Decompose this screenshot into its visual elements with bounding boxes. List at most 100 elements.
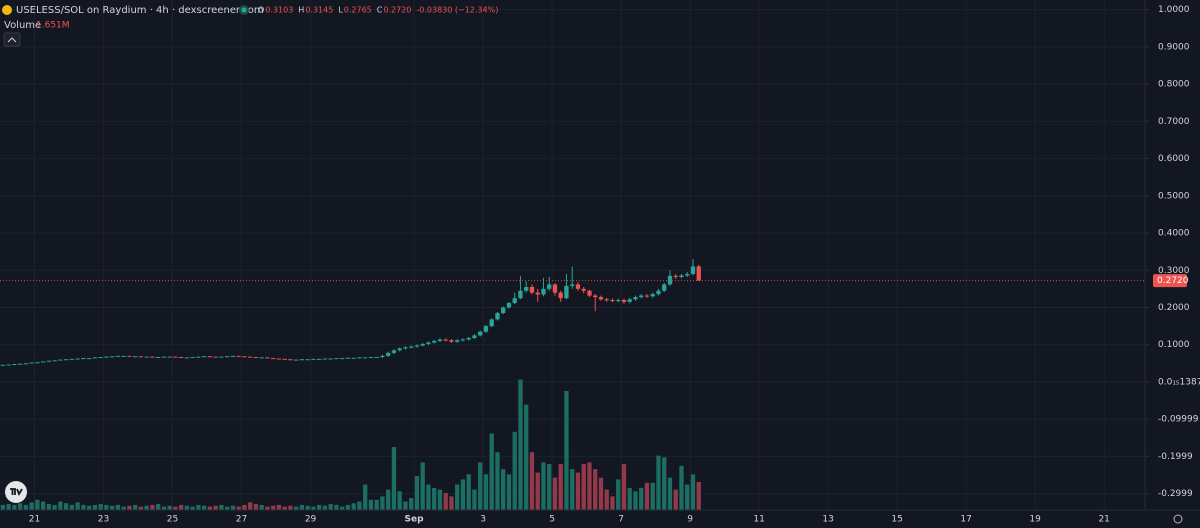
volume-bar xyxy=(288,505,293,510)
candle-body xyxy=(184,357,190,359)
candle-body xyxy=(644,295,650,297)
volume-bar xyxy=(248,502,253,510)
volume-bar xyxy=(190,506,195,510)
candle-body xyxy=(426,342,431,344)
candle-body xyxy=(368,357,374,358)
candle-body xyxy=(271,358,276,360)
candle-body xyxy=(161,356,167,358)
y-tick-label: 0.9000 xyxy=(1158,42,1190,52)
volume-bar xyxy=(334,504,339,510)
volume-bar xyxy=(184,505,190,510)
volume-bar xyxy=(265,506,270,510)
volume-bar xyxy=(541,462,546,510)
volume-bar xyxy=(127,505,132,510)
collapse-arrow xyxy=(7,37,17,43)
volume-bar xyxy=(202,505,207,510)
volume-bar xyxy=(685,484,690,510)
candle-body xyxy=(104,356,109,358)
candle-body xyxy=(667,275,673,285)
x-tick-label: 17 xyxy=(960,515,971,525)
volume-bar xyxy=(115,504,121,510)
candle-body xyxy=(466,338,471,340)
volume-bar xyxy=(506,474,512,510)
candle-body xyxy=(236,355,241,357)
volume-bar xyxy=(662,457,667,510)
volume-bar xyxy=(271,505,276,510)
candle-body xyxy=(374,357,379,358)
volume-bar xyxy=(621,464,627,510)
volume-bar xyxy=(368,499,374,510)
candle-body xyxy=(587,290,592,296)
volume-bar xyxy=(161,506,167,510)
volume-bar xyxy=(558,464,563,510)
x-tick-label: 9 xyxy=(687,515,693,525)
volume-title: Volume xyxy=(4,20,41,31)
volume-bar xyxy=(155,504,161,510)
ohlc-key: O xyxy=(258,6,264,15)
candle-body xyxy=(650,294,655,297)
volume-bar xyxy=(616,479,621,510)
volume-bar xyxy=(380,496,385,510)
candle-body xyxy=(259,357,264,359)
candle-body xyxy=(570,284,575,286)
volume-bar xyxy=(593,469,598,510)
y-tick-label: 0.7000 xyxy=(1158,117,1190,127)
volume-bar xyxy=(253,504,259,510)
volume-bar xyxy=(414,476,420,510)
candle-body xyxy=(317,358,322,360)
y-tick-label: -0.1999 xyxy=(1158,452,1193,462)
status-dot xyxy=(241,7,247,13)
volume-value: 1.651M xyxy=(36,21,70,31)
candle-body xyxy=(6,364,11,366)
candle-body xyxy=(501,307,506,314)
volume-bar xyxy=(483,474,489,510)
volume-bar xyxy=(104,504,109,510)
candle-body xyxy=(98,357,103,358)
collapse-button[interactable] xyxy=(3,32,21,47)
volume-bar xyxy=(644,482,650,510)
last-price-box xyxy=(1153,274,1187,288)
volume-bar xyxy=(196,504,201,510)
volume-bar xyxy=(633,491,638,510)
candle-body xyxy=(478,331,483,336)
x-tick-label: 11 xyxy=(753,515,764,525)
candle-body xyxy=(518,290,523,299)
ohlc-value: 0.3103 xyxy=(265,6,293,15)
candle-body xyxy=(144,356,149,358)
candle-body xyxy=(202,356,207,358)
volume-bar xyxy=(40,501,46,510)
volume-bar xyxy=(455,484,460,510)
volume-bar xyxy=(276,504,282,510)
volume-bar xyxy=(610,496,615,510)
candle-body xyxy=(276,358,282,360)
candle-body xyxy=(696,266,701,281)
volume-bar xyxy=(207,506,213,510)
volume-bar xyxy=(587,462,592,510)
volume-bar xyxy=(294,506,299,510)
volume-bar xyxy=(340,506,345,510)
volume-bar xyxy=(29,502,34,510)
tv-logo xyxy=(5,481,27,503)
candle-body xyxy=(541,288,546,295)
volume-bar xyxy=(564,391,569,510)
candle-body xyxy=(121,355,126,357)
volume-bar xyxy=(524,404,529,510)
settings-icon[interactable] xyxy=(1173,514,1183,524)
volume-bar xyxy=(12,504,17,510)
candle-body xyxy=(0,364,6,366)
volume-bar xyxy=(598,477,604,510)
candle-body xyxy=(294,359,299,361)
ohlc-value: 0.2765 xyxy=(344,6,372,15)
candle-body xyxy=(512,298,517,304)
candle-body xyxy=(248,356,253,358)
y-tick-label: 0.2000 xyxy=(1158,303,1190,313)
volume-bar xyxy=(696,481,701,510)
ohlc-value: 0.2720 xyxy=(383,6,411,15)
candle-body xyxy=(397,348,402,351)
volume-bar xyxy=(213,505,218,510)
volume-bar xyxy=(351,503,356,510)
candle-body xyxy=(656,290,661,295)
y-tick-label: 0.4000 xyxy=(1158,229,1190,239)
candle-body xyxy=(351,357,356,359)
